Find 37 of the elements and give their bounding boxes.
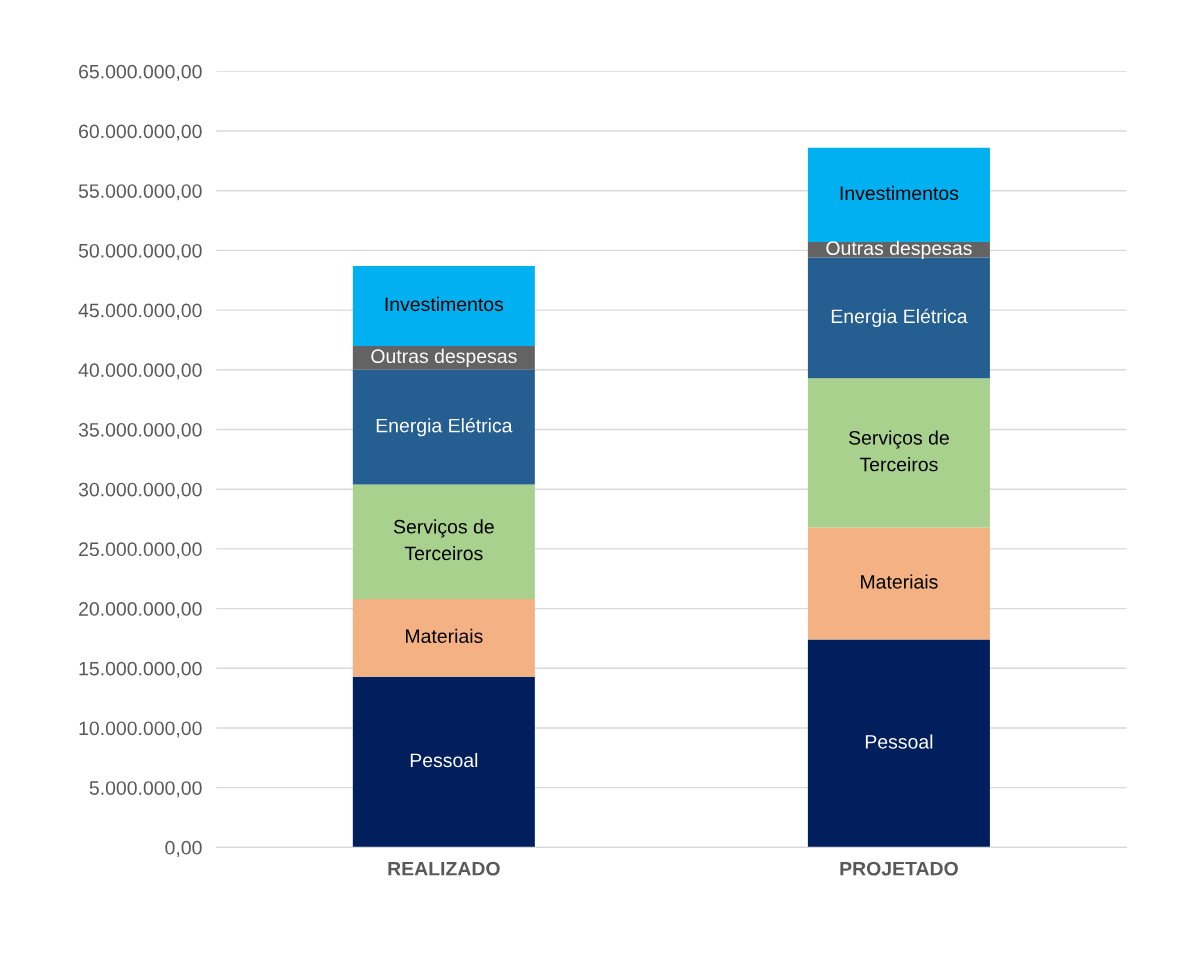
bar — [352, 599, 535, 677]
y-tick-label: 50.000.000,00 — [78, 243, 202, 260]
y-tick-label: 40.000.000,00 — [78, 363, 202, 380]
y-tick-label: 25.000.000,00 — [79, 542, 202, 559]
series-label: Energia Elétrica — [376, 417, 513, 437]
y-tick-label: 45.000.000,00 — [78, 303, 202, 320]
bar — [352, 676, 535, 848]
text: Outras despesas — [371, 348, 517, 367]
text: Investimentos — [840, 185, 959, 201]
series-label: Pessoal — [865, 734, 933, 749]
y-tick-label: 55.000.000,00 — [78, 184, 202, 201]
y-tick-label: 15.000.000,00 — [79, 661, 202, 678]
series-label: Investimentos — [385, 296, 504, 312]
bar — [807, 257, 990, 379]
text: Pessoal — [410, 752, 478, 768]
y-tick-label: 5.000.000,00 — [89, 781, 202, 798]
bar — [807, 378, 990, 528]
x-tick-label: PROJETADO — [840, 861, 958, 876]
text: Energia Elétrica — [831, 308, 968, 328]
text: Materiais — [861, 574, 938, 589]
bar — [352, 484, 535, 600]
y-tick-label: 30.000.000,00 — [78, 482, 202, 499]
text: Serviços de Terceiros — [849, 430, 949, 472]
bar — [807, 527, 990, 640]
y-tick-label: 20.000.000,00 — [79, 602, 202, 619]
y-tick-label: 35.000.000,00 — [78, 422, 202, 440]
series-label: Materiais — [406, 628, 483, 644]
y-tick-label: 0,00 — [165, 840, 202, 857]
y-tick-label: 10.000.000,00 — [79, 721, 202, 738]
series-label: Outras despesas — [826, 240, 972, 259]
y-tick-label: 65.000.000,00 — [79, 64, 202, 81]
bar — [352, 265, 535, 346]
y-tick-label: 60.000.000,00 — [79, 124, 202, 141]
bar — [807, 639, 990, 848]
series-label: Serviços de Terceiros — [393, 519, 494, 561]
x-tick-label: REALIZADO — [388, 861, 500, 876]
bar — [352, 369, 535, 485]
